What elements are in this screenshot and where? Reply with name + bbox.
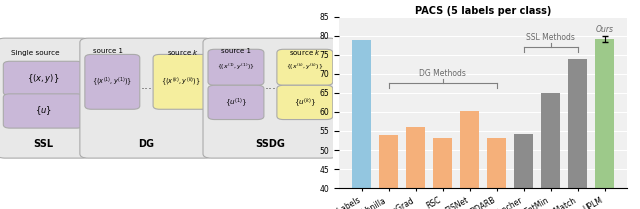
Text: source $k$: source $k$ bbox=[167, 48, 199, 57]
FancyBboxPatch shape bbox=[277, 85, 333, 120]
Text: Ours: Ours bbox=[596, 25, 614, 34]
Title: PACS (5 labels per class): PACS (5 labels per class) bbox=[415, 6, 552, 16]
Text: SSL Methods: SSL Methods bbox=[526, 33, 575, 42]
Text: source 1: source 1 bbox=[221, 48, 251, 54]
Bar bbox=[406, 127, 425, 209]
Text: DG Methods: DG Methods bbox=[419, 69, 466, 78]
Text: DG: DG bbox=[138, 139, 154, 149]
Text: ...: ... bbox=[140, 79, 152, 92]
Text: $\{u^{(k)}\}$: $\{u^{(k)}\}$ bbox=[294, 96, 316, 109]
FancyBboxPatch shape bbox=[85, 54, 140, 109]
Text: $\{(x^{(1)}, y^{(1)})\}$: $\{(x^{(1)}, y^{(1)})\}$ bbox=[92, 75, 132, 88]
Text: SSL: SSL bbox=[33, 139, 53, 149]
FancyBboxPatch shape bbox=[3, 61, 83, 96]
Text: $\{(x, y)\}$: $\{(x, y)\}$ bbox=[27, 72, 60, 85]
FancyBboxPatch shape bbox=[208, 49, 264, 85]
Bar bbox=[595, 39, 614, 209]
Text: source $k$: source $k$ bbox=[289, 48, 321, 57]
Bar bbox=[541, 93, 560, 209]
FancyBboxPatch shape bbox=[153, 54, 208, 109]
Text: SSDG: SSDG bbox=[255, 139, 285, 149]
Bar bbox=[433, 138, 452, 209]
Bar bbox=[380, 135, 398, 209]
Bar bbox=[568, 59, 587, 209]
Text: source 1: source 1 bbox=[93, 48, 123, 54]
FancyBboxPatch shape bbox=[208, 85, 264, 120]
Text: $\{(x^{(k)}, y^{(k)})\}$: $\{(x^{(k)}, y^{(k)})\}$ bbox=[161, 75, 200, 88]
FancyBboxPatch shape bbox=[80, 38, 213, 158]
Text: $\{u^{(1)}\}$: $\{u^{(1)}\}$ bbox=[225, 96, 247, 109]
Text: $\{u\}$: $\{u\}$ bbox=[35, 104, 52, 117]
Bar bbox=[460, 111, 479, 209]
Text: ...: ... bbox=[264, 79, 276, 92]
FancyBboxPatch shape bbox=[3, 94, 83, 128]
Bar bbox=[487, 138, 506, 209]
FancyBboxPatch shape bbox=[0, 38, 90, 158]
Text: Single source: Single source bbox=[11, 50, 60, 56]
Text: $\{(x^{(1)}, y^{(1)})\}$: $\{(x^{(1)}, y^{(1)})\}$ bbox=[217, 62, 255, 73]
Bar bbox=[352, 40, 371, 209]
FancyBboxPatch shape bbox=[277, 49, 333, 85]
Text: $\{(x^{(k)}, y^{(k)})\}$: $\{(x^{(k)}, y^{(k)})\}$ bbox=[286, 62, 323, 73]
Bar bbox=[515, 134, 533, 209]
FancyBboxPatch shape bbox=[203, 38, 338, 158]
